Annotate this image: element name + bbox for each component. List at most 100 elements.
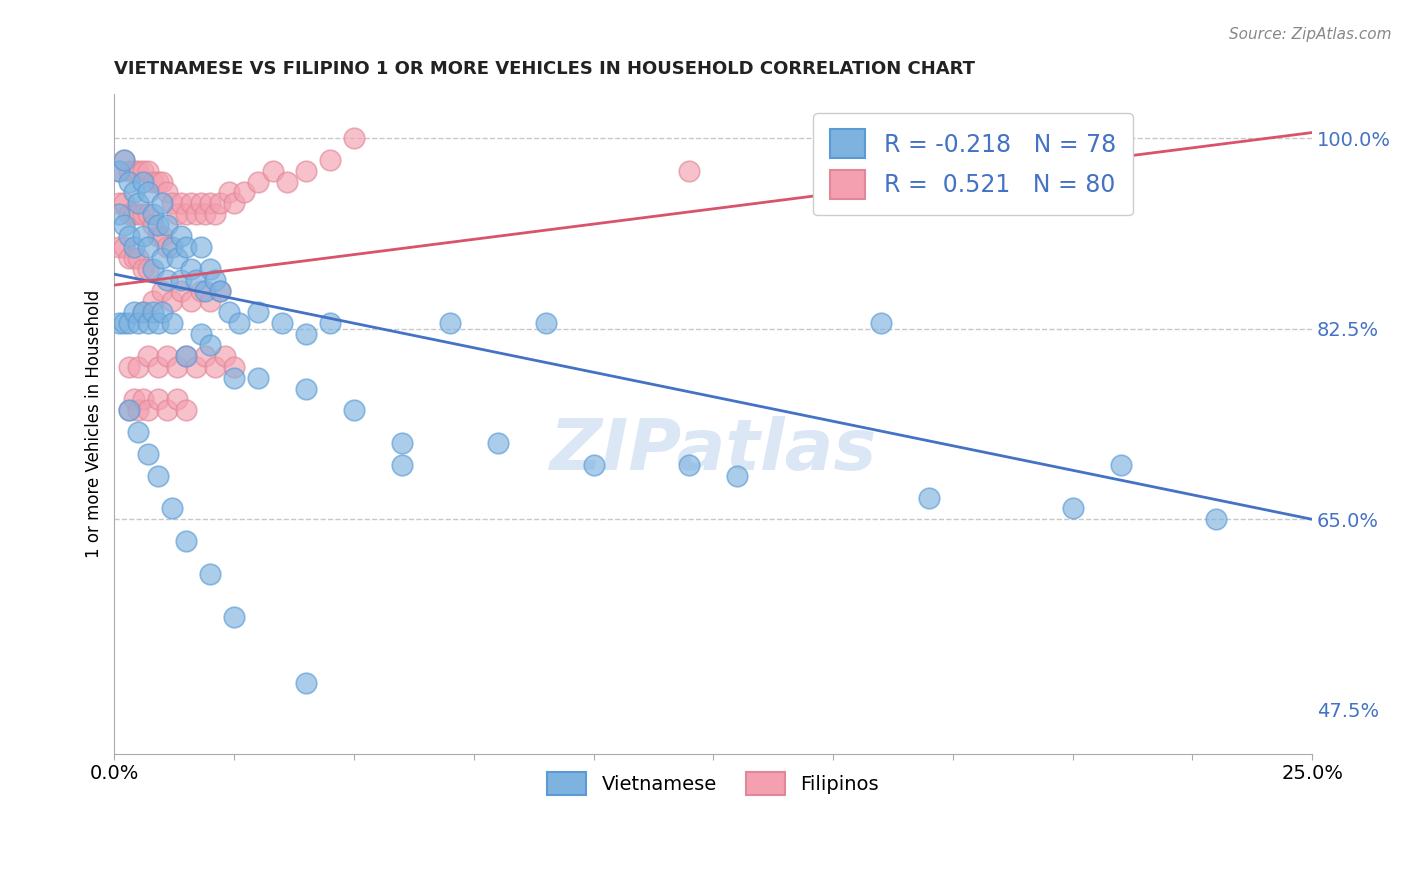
Point (127, 316, 149, 330)
Point (174, 349, 197, 363)
Point (190, 327, 212, 342)
Point (208, 284, 231, 298)
Point (132, 175, 155, 189)
Point (534, 316, 557, 330)
Point (224, 359, 246, 374)
Point (156, 349, 179, 363)
Point (184, 359, 207, 374)
Point (156, 186, 179, 200)
Point (156, 403, 179, 417)
Point (112, 218, 135, 232)
Point (132, 305, 155, 319)
Point (112, 240, 135, 254)
Point (122, 240, 145, 254)
Point (218, 186, 240, 200)
Point (343, 131, 366, 145)
Point (184, 272, 207, 286)
Point (136, 349, 159, 363)
Text: ZIPatlas: ZIPatlas (550, 416, 877, 485)
Point (108, 196, 131, 211)
Point (160, 240, 183, 254)
Point (142, 175, 165, 189)
Point (108, 207, 131, 221)
Point (190, 196, 212, 211)
Point (136, 447, 159, 461)
Point (678, 458, 700, 472)
Point (150, 305, 173, 319)
Point (262, 163, 284, 178)
Point (127, 359, 149, 374)
Point (156, 240, 179, 254)
Point (486, 436, 509, 450)
Point (174, 349, 197, 363)
Point (122, 251, 145, 265)
Point (582, 458, 605, 472)
Text: Source: ZipAtlas.com: Source: ZipAtlas.com (1229, 27, 1392, 42)
Point (678, 163, 700, 178)
Point (391, 458, 413, 472)
Point (180, 261, 202, 276)
Point (118, 403, 141, 417)
Text: VIETNAMESE VS FILIPINO 1 OR MORE VEHICLES IN HOUSEHOLD CORRELATION CHART: VIETNAMESE VS FILIPINO 1 OR MORE VEHICLE… (114, 60, 976, 78)
Point (160, 501, 183, 516)
Point (218, 305, 240, 319)
Point (118, 207, 141, 221)
Point (184, 207, 207, 221)
Point (146, 392, 169, 407)
Point (319, 153, 342, 167)
Point (118, 175, 141, 189)
Point (295, 382, 318, 396)
Point (180, 196, 202, 211)
Point (160, 196, 183, 211)
Point (112, 153, 135, 167)
Point (142, 305, 165, 319)
Point (127, 403, 149, 417)
Point (725, 468, 748, 483)
Point (108, 163, 131, 178)
Point (112, 316, 135, 330)
Point (343, 403, 366, 417)
Point (194, 284, 217, 298)
Point (108, 316, 131, 330)
Point (214, 349, 236, 363)
Point (204, 207, 226, 221)
Point (170, 272, 193, 286)
Point (136, 261, 159, 276)
Point (122, 186, 145, 200)
Point (208, 196, 231, 211)
Point (166, 207, 188, 221)
Point (247, 305, 270, 319)
Point (166, 359, 188, 374)
Point (150, 175, 173, 189)
Point (271, 316, 294, 330)
Point (174, 534, 197, 549)
Point (190, 284, 212, 298)
Point (439, 316, 461, 330)
Point (870, 316, 893, 330)
Point (132, 207, 155, 221)
Point (150, 284, 173, 298)
Point (132, 163, 155, 178)
Point (136, 316, 159, 330)
Point (156, 272, 179, 286)
Point (224, 196, 246, 211)
Point (136, 207, 159, 221)
Point (142, 294, 165, 309)
Point (166, 251, 188, 265)
Point (224, 610, 246, 624)
Point (200, 261, 222, 276)
Point (200, 196, 222, 211)
Legend: Vietnamese, Filipinos: Vietnamese, Filipinos (540, 764, 887, 803)
Point (194, 207, 217, 221)
Point (127, 207, 149, 221)
Point (146, 359, 169, 374)
Point (150, 196, 173, 211)
Point (118, 403, 141, 417)
Point (132, 261, 155, 276)
Point (247, 370, 270, 384)
Point (146, 316, 169, 330)
Point (127, 425, 149, 439)
Point (166, 392, 188, 407)
Point (160, 316, 183, 330)
Point (194, 349, 217, 363)
